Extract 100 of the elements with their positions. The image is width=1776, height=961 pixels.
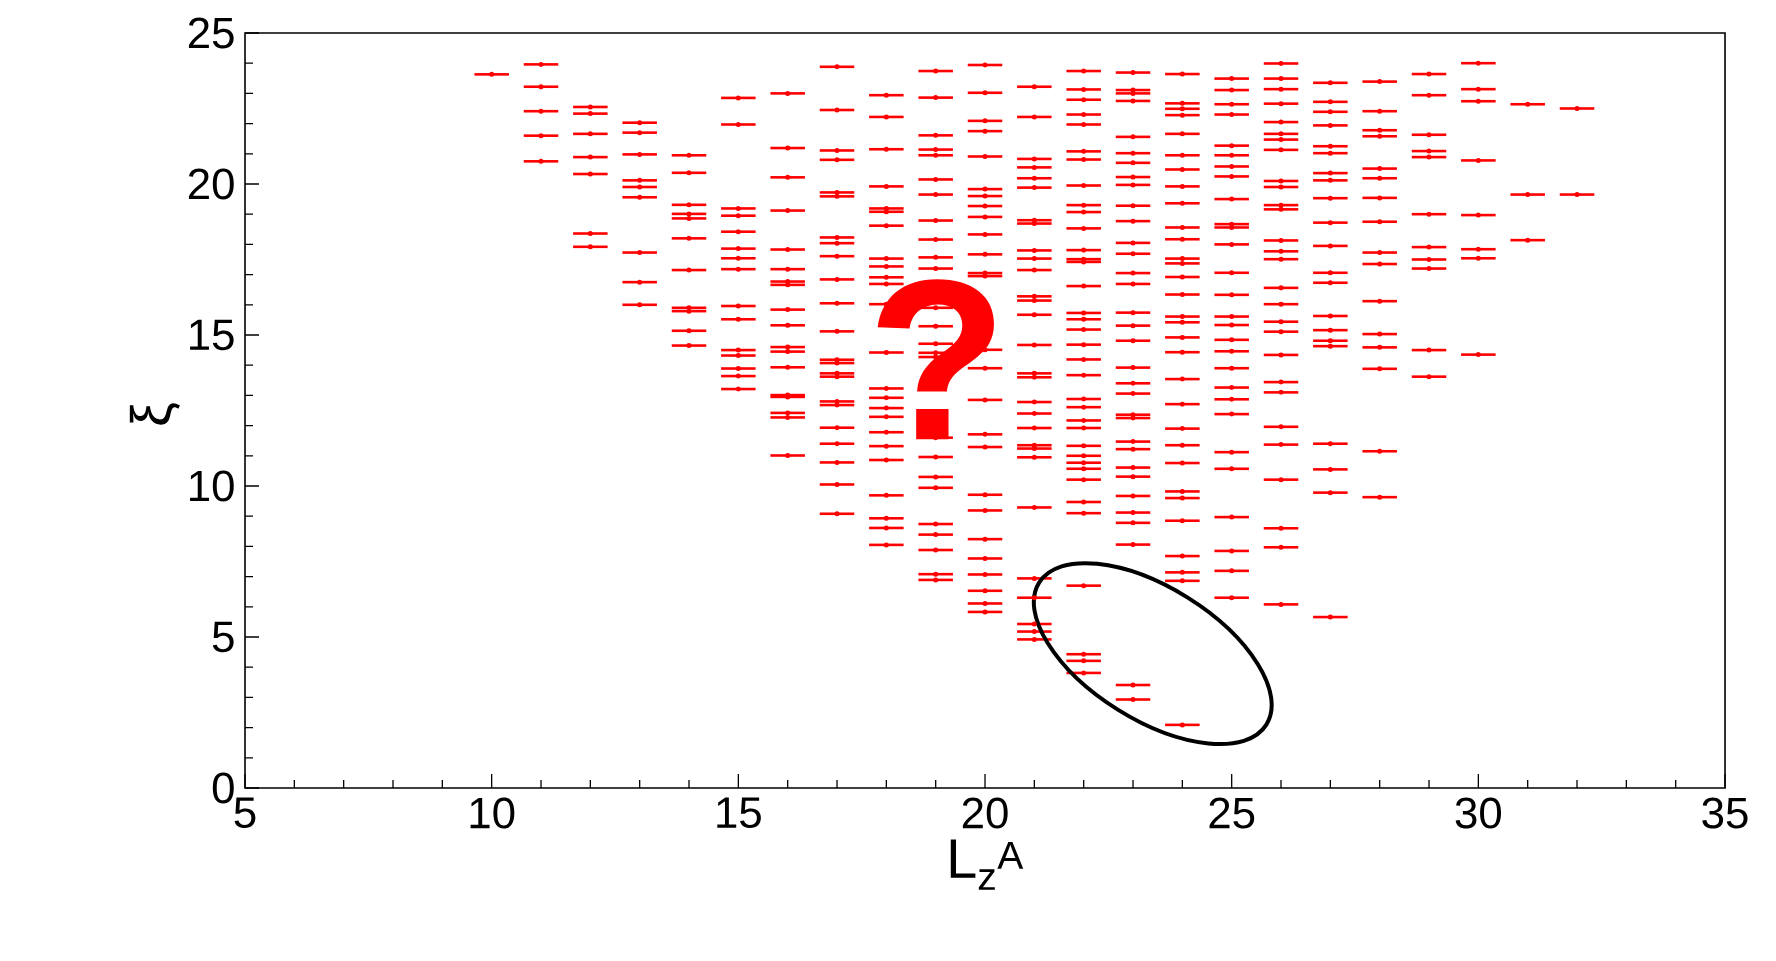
point (1031, 399, 1037, 405)
point (1081, 658, 1087, 664)
point (1475, 60, 1481, 66)
point (982, 536, 988, 542)
point (982, 492, 988, 498)
x-tick-label: 5 (234, 797, 256, 829)
x-tick-label: 30 (1455, 797, 1501, 829)
point (1081, 316, 1087, 322)
point (785, 364, 791, 370)
point (538, 133, 544, 139)
point (1031, 370, 1037, 376)
point (785, 279, 791, 285)
point (1179, 106, 1185, 112)
point (1130, 338, 1136, 344)
point (1278, 285, 1284, 291)
point (883, 223, 889, 229)
point (1229, 337, 1235, 343)
point (1377, 195, 1383, 201)
point (982, 444, 988, 450)
point (933, 152, 939, 158)
point (834, 328, 840, 334)
point (1574, 105, 1580, 111)
point (785, 344, 791, 350)
point (1031, 156, 1037, 162)
point (1426, 266, 1432, 272)
point (1179, 236, 1185, 242)
point (1081, 453, 1087, 459)
point (982, 193, 988, 199)
point (1081, 259, 1087, 265)
point (1377, 79, 1383, 85)
point (1278, 248, 1284, 254)
point (785, 282, 791, 288)
point (1229, 292, 1235, 298)
point (637, 250, 643, 256)
point (1130, 520, 1136, 526)
point (1426, 256, 1432, 262)
point (1229, 365, 1235, 371)
point (1081, 86, 1087, 92)
point (1031, 504, 1037, 510)
point (1377, 219, 1383, 225)
point (1081, 466, 1087, 472)
point (1229, 76, 1235, 82)
point (637, 302, 643, 308)
point (735, 246, 741, 252)
point (834, 370, 840, 376)
point (1327, 490, 1333, 496)
point (982, 214, 988, 220)
point (1278, 178, 1284, 184)
point (982, 571, 988, 577)
point (834, 425, 840, 431)
point (1278, 477, 1284, 483)
point (686, 343, 692, 349)
point (1327, 466, 1333, 472)
point (637, 177, 643, 183)
point (735, 316, 741, 322)
point (1031, 575, 1037, 581)
point (1081, 417, 1087, 423)
point (538, 108, 544, 114)
point (1130, 134, 1136, 140)
point (1278, 119, 1284, 125)
point (1081, 510, 1087, 516)
point (1327, 327, 1333, 333)
point (834, 107, 840, 113)
point (1179, 488, 1185, 494)
point (1475, 212, 1481, 218)
point (1377, 108, 1383, 114)
point (883, 525, 889, 531)
point (1130, 697, 1136, 703)
point (1327, 122, 1333, 128)
point (1130, 150, 1136, 156)
point (1327, 338, 1333, 344)
point (883, 92, 889, 98)
point (1130, 682, 1136, 688)
point (1229, 322, 1235, 328)
point (785, 349, 791, 355)
point (982, 555, 988, 561)
point (1081, 209, 1087, 215)
point (1278, 319, 1284, 325)
point (982, 118, 988, 124)
point (834, 276, 840, 282)
point (1130, 415, 1136, 421)
y-axis-title: ξ (129, 403, 180, 425)
point (883, 263, 889, 269)
point (587, 111, 593, 117)
point (982, 600, 988, 606)
point (1130, 218, 1136, 224)
point (1278, 202, 1284, 208)
point (1278, 256, 1284, 262)
point (1525, 101, 1531, 107)
point (587, 231, 593, 237)
point (982, 251, 988, 257)
point (933, 176, 939, 182)
point (834, 193, 840, 199)
point (1327, 280, 1333, 286)
point (1179, 722, 1185, 728)
y-tick-label: 25 (188, 17, 234, 49)
point (1377, 494, 1383, 500)
y-tick-label: 5 (212, 621, 234, 653)
point (1081, 182, 1087, 188)
point (1081, 247, 1087, 253)
